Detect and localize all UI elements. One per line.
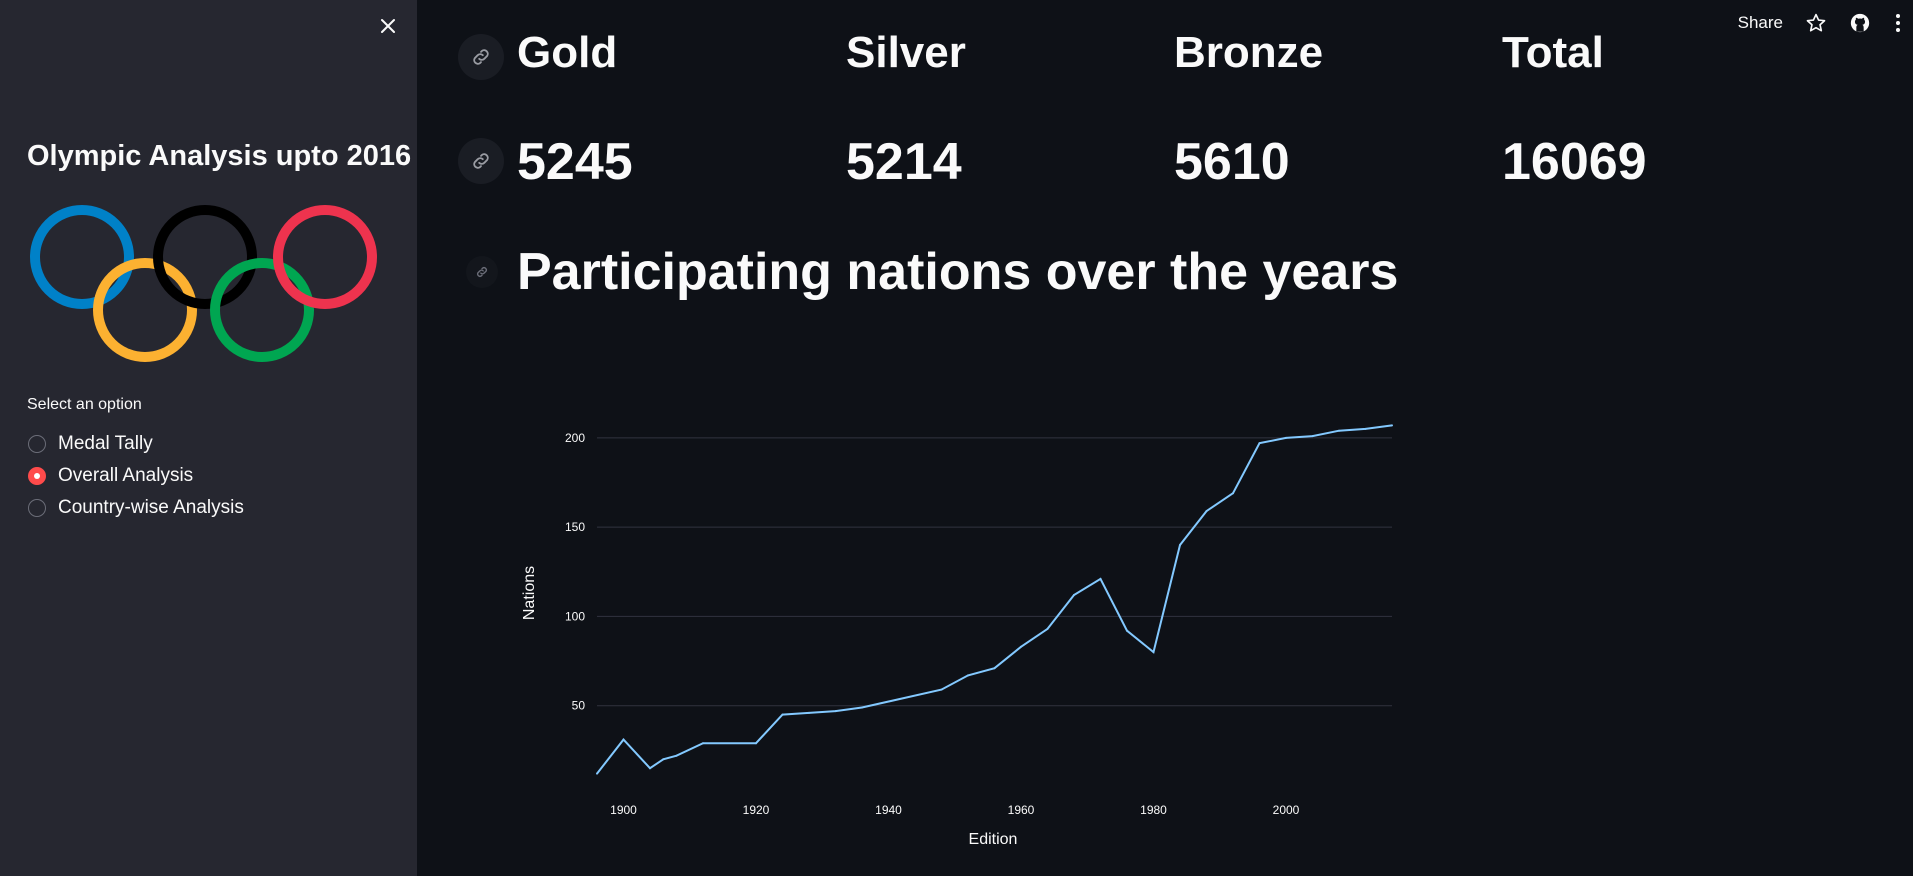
data-point xyxy=(1232,492,1234,495)
radio-option-overall-analysis[interactable]: Overall Analysis xyxy=(28,460,244,492)
data-point xyxy=(1311,435,1314,438)
x-tick-label: 1920 xyxy=(743,803,770,817)
main-menu-button[interactable] xyxy=(1893,12,1903,34)
metric-value-bronze: 5610 xyxy=(1174,133,1290,191)
radio-option-label: Medal Tally xyxy=(58,433,153,454)
data-point xyxy=(1020,645,1022,648)
x-tick-label: 2000 xyxy=(1273,803,1300,817)
data-point xyxy=(1046,627,1049,630)
x-axis-label: Edition xyxy=(969,831,1018,848)
metric-header-gold: Gold xyxy=(517,28,618,77)
data-point xyxy=(940,688,943,691)
radio-button[interactable] xyxy=(28,499,46,517)
data-point xyxy=(834,710,837,713)
analysis-option-radio-group: Medal Tally Overall Analysis Country-wis… xyxy=(28,428,244,524)
data-point xyxy=(596,772,598,775)
more-vertical-icon xyxy=(1896,14,1900,32)
data-point xyxy=(622,738,625,741)
metric-value-total: 16069 xyxy=(1502,133,1647,191)
radio-option-label: Country-wise Analysis xyxy=(58,497,244,518)
data-point xyxy=(967,674,969,677)
app-toolbar: Share xyxy=(1738,0,1913,46)
radio-option-country-wise-analysis[interactable]: Country-wise Analysis xyxy=(28,492,244,524)
y-tick-label: 150 xyxy=(565,520,585,534)
data-point xyxy=(993,667,996,670)
close-sidebar-button[interactable] xyxy=(374,12,402,40)
section-title: Participating nations over the years xyxy=(517,243,1399,301)
data-point xyxy=(808,711,810,714)
data-point xyxy=(1099,577,1102,580)
data-point xyxy=(781,713,784,716)
metric-value-silver: 5214 xyxy=(846,133,962,191)
data-point xyxy=(1364,427,1367,430)
link-icon xyxy=(473,49,489,65)
close-icon xyxy=(381,19,395,33)
favorite-button[interactable] xyxy=(1805,12,1827,34)
x-tick-label: 1960 xyxy=(1008,803,1035,817)
y-tick-label: 50 xyxy=(572,699,586,713)
data-point xyxy=(1285,436,1287,439)
share-button[interactable]: Share xyxy=(1737,13,1783,32)
radio-button-selected[interactable] xyxy=(28,467,46,485)
x-tick-label: 1900 xyxy=(610,803,637,817)
metric-value-gold: 5245 xyxy=(517,133,633,191)
data-point xyxy=(1126,629,1128,632)
y-tick-label: 100 xyxy=(565,609,585,623)
data-point xyxy=(1391,424,1393,427)
y-axis-label: Nations xyxy=(521,566,538,620)
x-tick-label: 1940 xyxy=(875,803,902,817)
radio-button[interactable] xyxy=(28,435,46,453)
data-point xyxy=(649,767,651,770)
metric-header-total: Total xyxy=(1502,28,1604,77)
github-icon xyxy=(1850,13,1870,33)
data-point xyxy=(662,758,665,761)
radio-option-label: Overall Analysis xyxy=(58,465,194,486)
sidebar-title: Olympic Analysis upto 2016 xyxy=(27,140,412,172)
chart-gridlines xyxy=(597,437,1392,707)
data-point xyxy=(1073,594,1075,596)
radio-group-label: Select an option xyxy=(27,396,142,413)
anchor-link-headers[interactable] xyxy=(458,34,504,80)
data-point xyxy=(1205,510,1208,513)
x-tick-label: 1980 xyxy=(1140,803,1167,817)
data-point xyxy=(755,742,757,745)
anchor-link-values[interactable] xyxy=(458,138,504,184)
y-axis-ticks: 50 100 150 200 xyxy=(565,431,585,713)
data-point xyxy=(1338,429,1340,432)
x-axis-ticks: 1900 1920 1940 1960 1980 2000 xyxy=(610,803,1300,817)
data-point xyxy=(861,706,863,709)
link-icon xyxy=(477,267,487,277)
series-points xyxy=(596,424,1393,775)
data-point xyxy=(1258,442,1261,445)
metric-header-bronze: Bronze xyxy=(1174,28,1324,77)
olympic-rings-logo xyxy=(30,205,377,362)
anchor-link-section[interactable] xyxy=(466,256,498,288)
link-icon xyxy=(473,153,489,169)
sidebar: Olympic Analysis upto 2016 Select an opt… xyxy=(0,0,417,876)
y-tick-label: 200 xyxy=(565,431,585,445)
series-line-nations xyxy=(596,424,1393,775)
metric-header-silver: Silver xyxy=(846,28,966,77)
data-point xyxy=(702,742,704,745)
star-icon xyxy=(1806,13,1826,32)
github-button[interactable] xyxy=(1849,12,1871,34)
data-point xyxy=(675,754,678,757)
data-point xyxy=(1179,544,1181,546)
radio-option-medal-tally[interactable]: Medal Tally xyxy=(28,428,244,460)
nations-line-chart[interactable]: 50 100 150 200 1900 1920 1940 1960 1980 2000 Edi… xyxy=(505,390,1425,860)
data-point xyxy=(1152,651,1155,654)
